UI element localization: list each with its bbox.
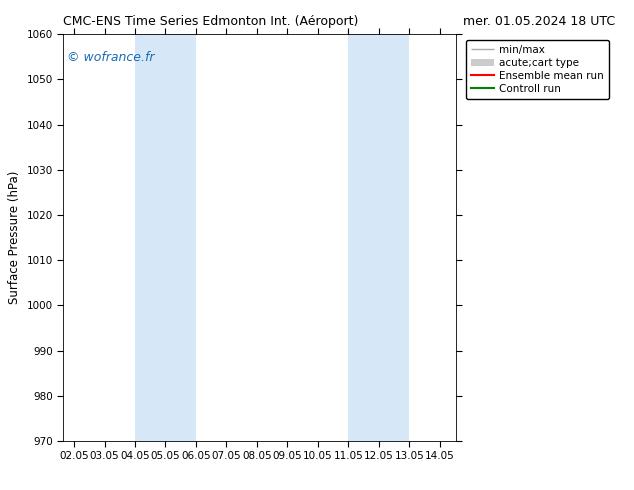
Bar	[135, 34, 196, 441]
Bar	[348, 34, 410, 441]
Text: mer. 01.05.2024 18 UTC: mer. 01.05.2024 18 UTC	[463, 15, 615, 28]
Y-axis label: Surface Pressure (hPa): Surface Pressure (hPa)	[8, 171, 21, 304]
Legend: min/max, acute;cart type, Ensemble mean run, Controll run: min/max, acute;cart type, Ensemble mean …	[465, 40, 609, 99]
Text: CMC-ENS Time Series Edmonton Int. (Aéroport): CMC-ENS Time Series Edmonton Int. (Aérop…	[63, 15, 359, 28]
Text: © wofrance.fr: © wofrance.fr	[67, 50, 155, 64]
